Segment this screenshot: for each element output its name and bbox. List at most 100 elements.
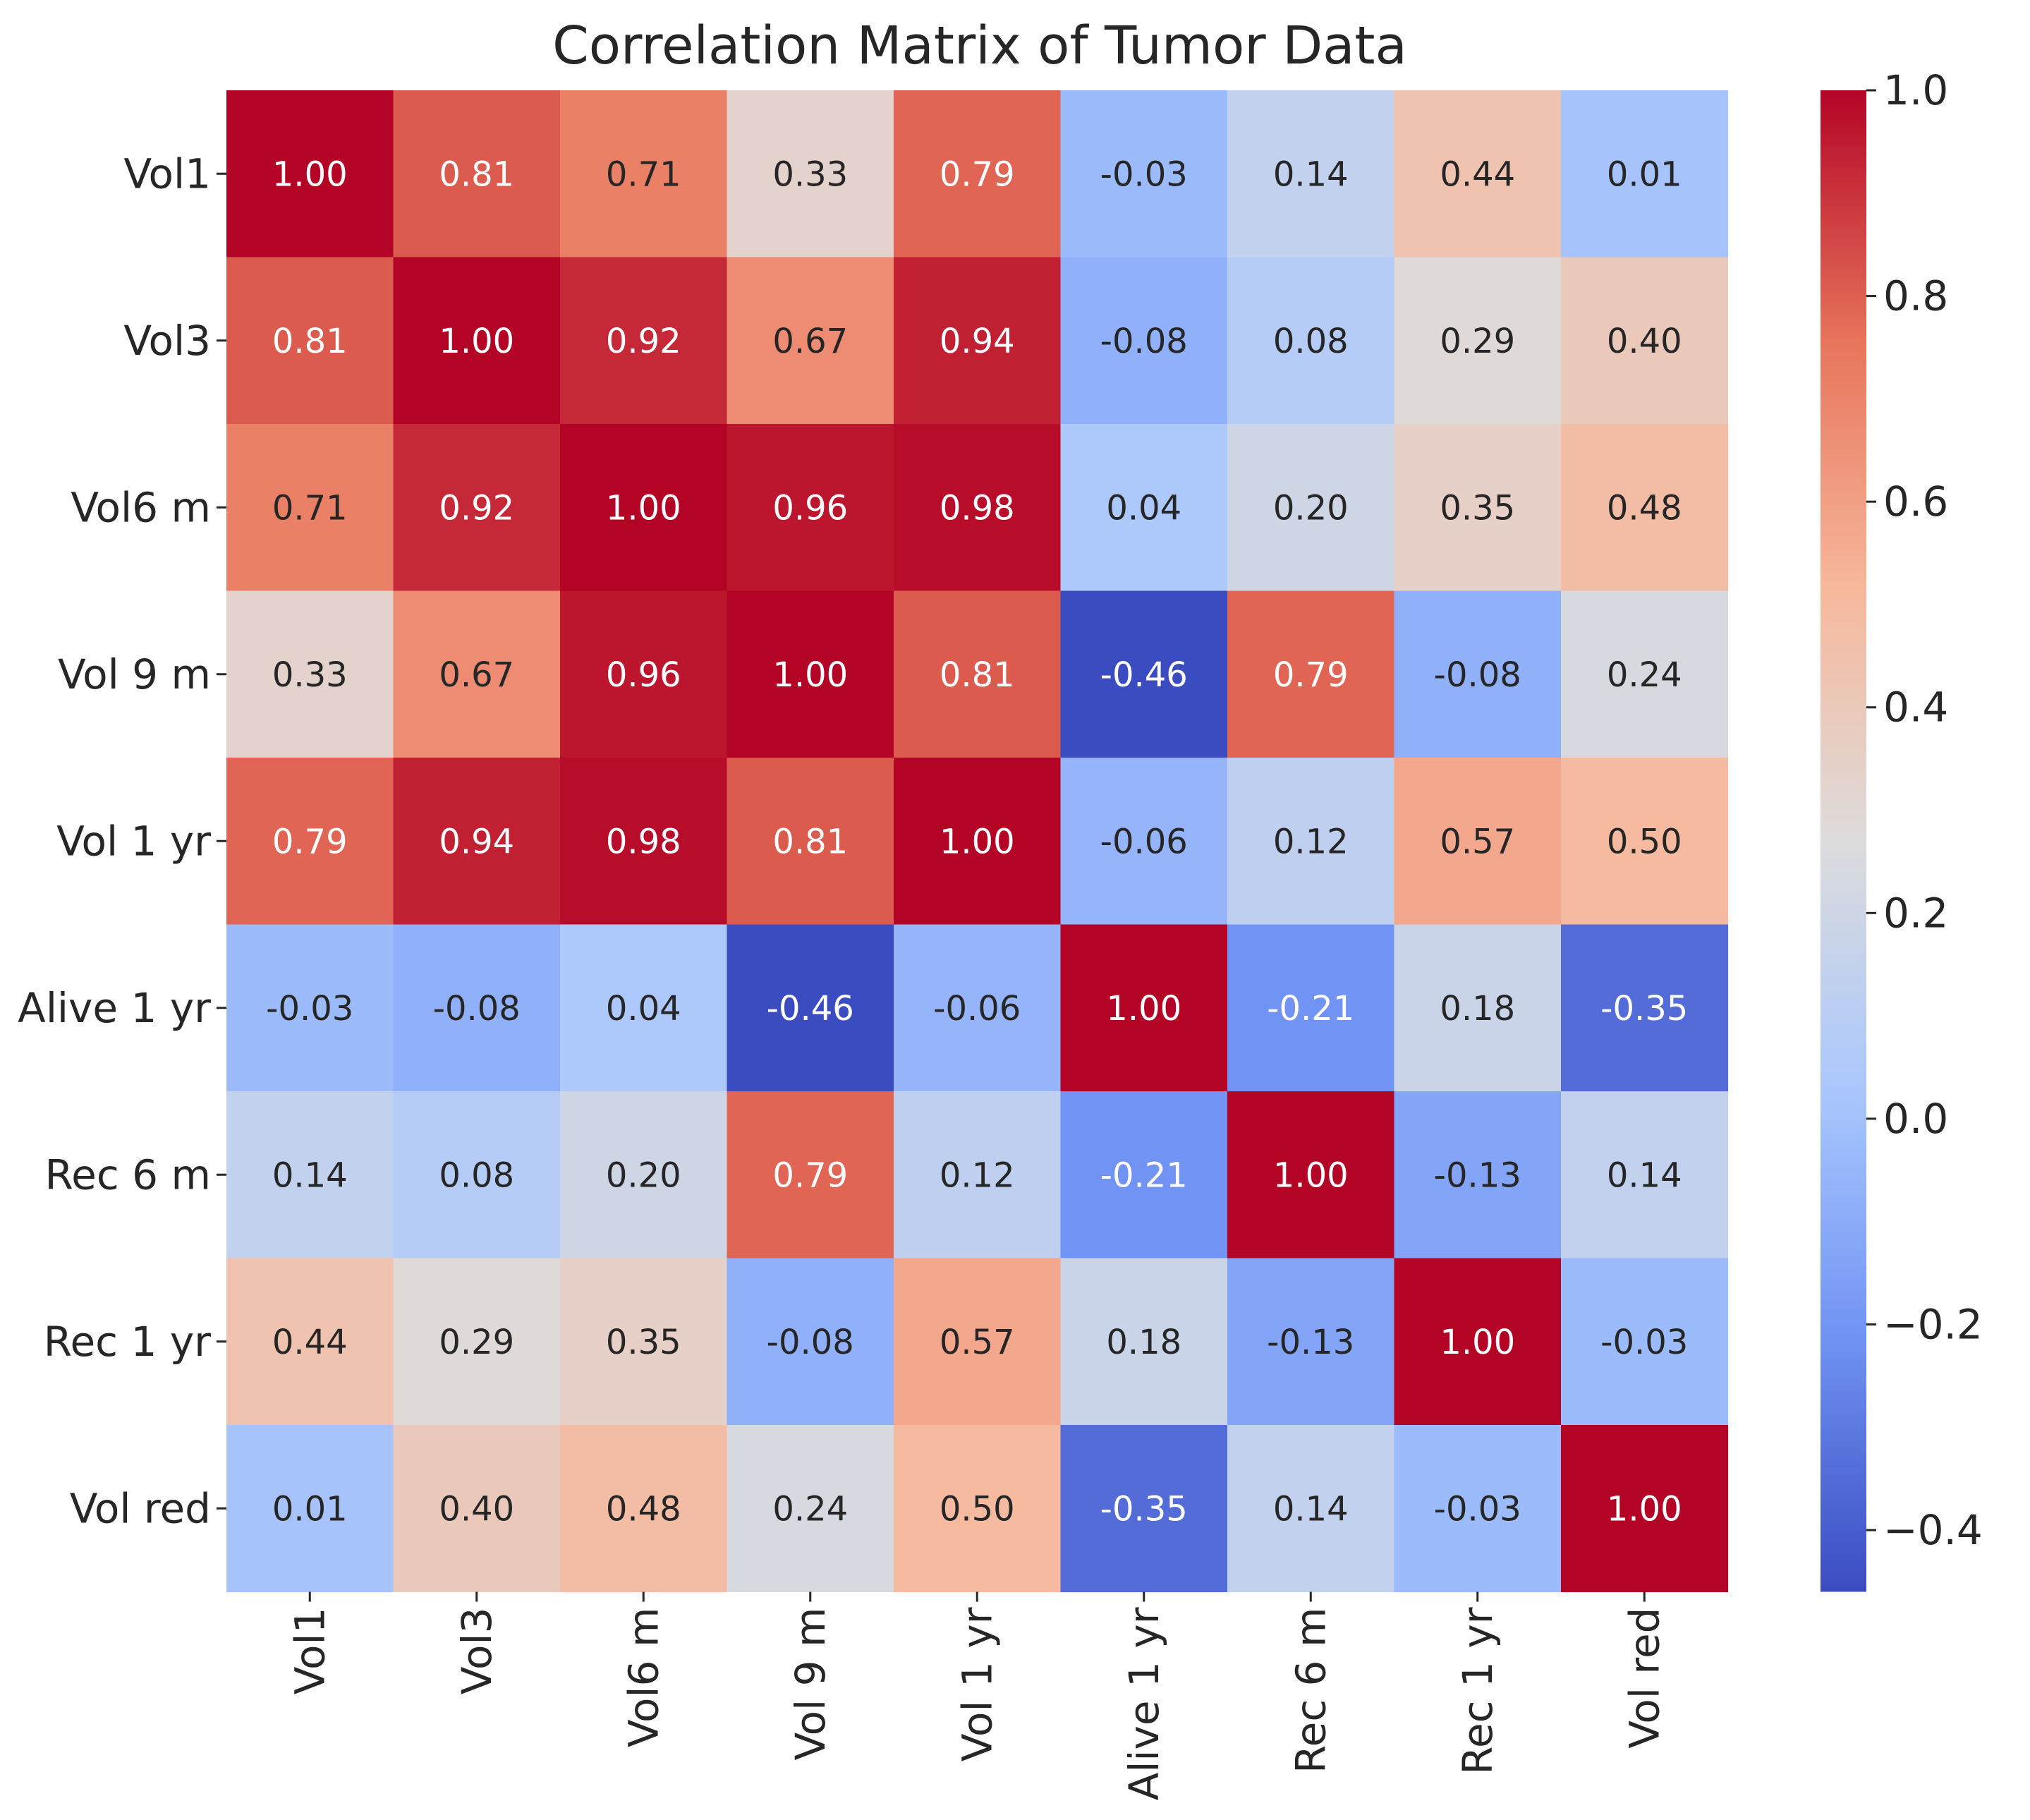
heatmap-cell [560,590,728,758]
cell-value-label: 1.00 [772,655,848,695]
heatmap-cell [1060,924,1228,1092]
heatmap-cell [226,424,394,592]
heatmap-cell [894,424,1062,592]
colorbar-tick-label: 0.2 [1883,889,1948,937]
heatmap-cell [1394,1091,1562,1259]
row-tick-label: Vol 9 m [58,650,211,698]
cell-value-label: 0.24 [772,1489,848,1529]
heatmap-cell [1561,758,1729,926]
cell-value-label: 0.14 [1273,154,1349,194]
heatmap-cell [560,257,728,425]
cell-value-label: -0.03 [1434,1489,1521,1529]
heatmap-cell [1227,257,1395,425]
heatmap-cell [1394,424,1562,592]
heatmap-cell [1394,90,1562,258]
cell-value-label: 0.40 [439,1489,514,1529]
heatmap-cell [226,1425,394,1593]
row-tick-label: Vol3 [123,317,211,365]
cell-value-label: -0.03 [1100,154,1188,194]
cell-value-label: 0.08 [1273,322,1349,361]
heatmap-cell [727,590,894,758]
cell-value-label: 0.12 [940,1155,1015,1195]
cell-value-label: 0.14 [272,1155,348,1195]
cell-value-label: 0.67 [772,322,848,361]
cell-value-label: 0.48 [606,1489,681,1529]
heatmap-cell [560,424,728,592]
row-tick-label: Vol1 [123,150,211,198]
chart-title: Correlation Matrix of Tumor Data [552,16,1407,76]
cell-value-label: 0.29 [439,1323,514,1362]
column-tick-label: Vol 1 yr [953,1607,1001,1761]
heatmap-cell [393,257,561,425]
column-tick-label: Vol 9 m [786,1608,834,1761]
heatmap-cell [727,1091,894,1259]
heatmap-cell [1227,1091,1395,1259]
cell-value-label: 0.18 [1106,1323,1181,1362]
row-tick-label: Rec 6 m [44,1151,211,1199]
cell-value-label: 0.94 [439,822,514,861]
cell-value-label: -0.13 [1434,1155,1521,1195]
cell-value-label: 0.92 [439,488,514,528]
row-axis: Vol1 Vol3 Vol6 m Vol 9 m Vol 1 yr Alive 1 yr R… [18,150,226,1532]
heatmap-cell [393,590,561,758]
heatmap-cell [1561,90,1729,258]
heatmap-cell [560,1425,728,1593]
heatmap-cell [1394,590,1562,758]
heatmap-cell [393,924,561,1092]
cell-value-label: 1.00 [1607,1489,1682,1529]
row-tick-label: Vol 1 yr [56,817,211,865]
colorbar-gradient [1821,90,1866,1592]
cell-value-label: -0.46 [1100,655,1188,695]
heatmap-cell [894,257,1062,425]
row-tick-label: Alive 1 yr [18,984,211,1032]
cell-value-label: 0.04 [1106,488,1181,528]
row-tick-label: Rec 1 yr [44,1318,211,1366]
cell-value-label: 0.44 [1440,154,1515,194]
cell-value-label: 0.81 [439,154,514,194]
cell-value-label: 0.29 [1440,322,1515,361]
cell-value-label: 0.98 [606,822,681,861]
cell-value-label: 0.79 [940,154,1015,194]
heatmap-cell [226,257,394,425]
cell-value-label: 0.08 [439,1155,514,1195]
column-tick-label: Vol red [1620,1608,1668,1749]
heatmap-cell [1561,424,1729,592]
heatmap-cell [1060,758,1228,926]
colorbar-tick-label: −0.2 [1883,1300,1983,1348]
cell-value-label: 0.35 [1440,488,1515,528]
column-tick-label: Vol3 [453,1608,501,1695]
cell-value-label: 0.33 [772,154,848,194]
cell-value-label: 1.00 [1273,1155,1349,1195]
cell-value-label: 0.57 [940,1323,1015,1362]
heatmap-cell [1060,1091,1228,1259]
heatmap-cell [560,90,728,258]
heatmap-cell [894,1425,1062,1593]
heatmap-cell [393,424,561,592]
cell-value-label: -0.13 [1267,1323,1354,1362]
colorbar-tick-label: 1.0 [1883,66,1948,114]
heatmap-cell [1060,90,1228,258]
cell-value-label: -0.35 [1600,989,1688,1029]
cell-value-label: -0.35 [1100,1489,1188,1529]
heatmap-cell [393,90,561,258]
heatmap-cell [1394,758,1562,926]
heatmap-cell [226,758,394,926]
cell-value-label: -0.08 [1100,322,1188,361]
cell-value-label: 0.50 [940,1489,1015,1529]
cell-value-label: 0.48 [1607,488,1682,528]
cell-value-label: 0.44 [272,1323,348,1362]
heatmap-cell [393,1425,561,1593]
colorbar-tick-label: −0.4 [1883,1506,1983,1554]
cell-value-label: 0.81 [272,322,348,361]
cell-value-label: 0.20 [1273,488,1349,528]
colorbar-tick-label: 0.0 [1883,1095,1948,1143]
cell-value-label: 0.40 [1607,322,1682,361]
cell-value-label: 0.20 [606,1155,681,1195]
heatmap-cell [727,924,894,1092]
heatmap-cell [560,758,728,926]
heatmap-cell [226,90,394,258]
heatmap-cell [1227,924,1395,1092]
cell-value-label: 0.98 [940,488,1015,528]
